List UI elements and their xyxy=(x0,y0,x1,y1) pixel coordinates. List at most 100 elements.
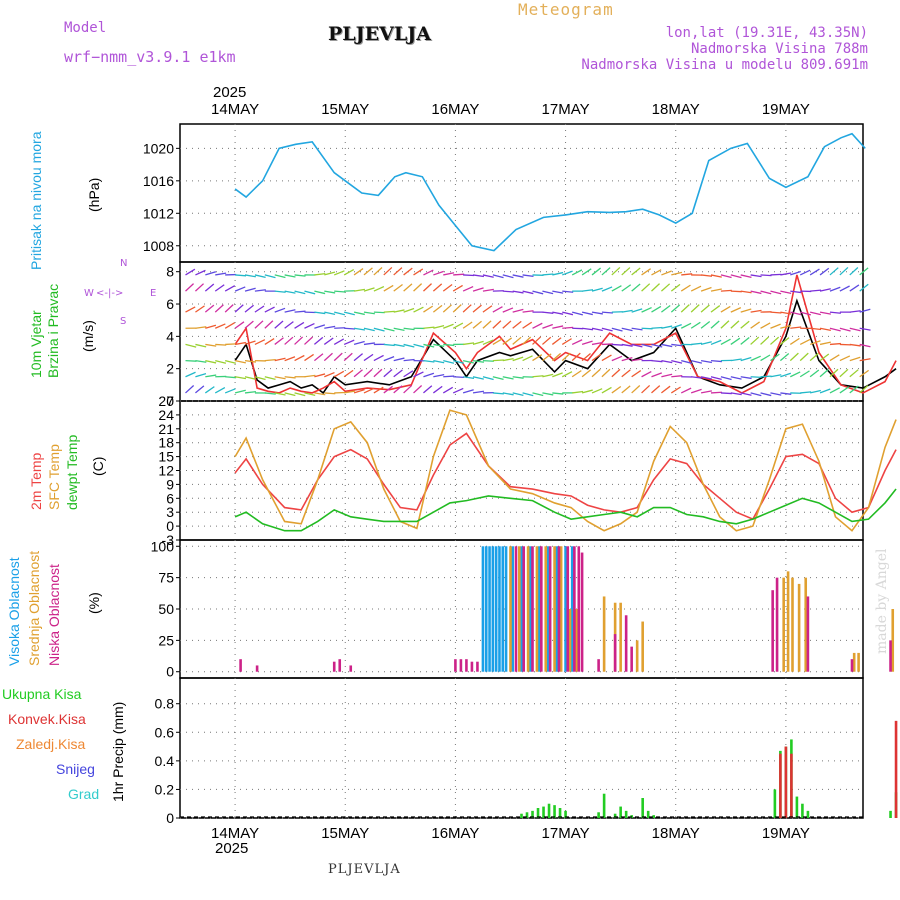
wind-barb xyxy=(403,343,415,348)
wind-barb xyxy=(691,342,703,346)
wind-barb xyxy=(809,352,819,362)
wind-barb xyxy=(661,359,673,364)
wind-barb xyxy=(552,311,564,315)
wind-barb xyxy=(284,336,294,345)
cloud_low-bar xyxy=(476,661,479,672)
wind-barb xyxy=(790,326,802,329)
wind-barb xyxy=(343,339,355,346)
wind-barb xyxy=(244,359,256,363)
wind-barb xyxy=(829,387,840,394)
wind-barb xyxy=(810,327,822,331)
precip_total-bar xyxy=(558,808,562,818)
wind-barb xyxy=(651,385,661,394)
wind-barb xyxy=(314,311,326,315)
wind-barb xyxy=(819,353,830,362)
cloud_high-bar xyxy=(511,546,514,672)
wind-barb xyxy=(413,384,423,394)
wind-barb xyxy=(750,290,762,295)
wind-barb xyxy=(264,358,276,362)
y-tick-label: 18 xyxy=(158,435,174,451)
wind-barb xyxy=(611,266,621,276)
wind-barb xyxy=(403,327,415,331)
top-date-label: 19MAY xyxy=(762,101,810,118)
wind-barb xyxy=(215,343,227,346)
wind-barb xyxy=(502,392,514,396)
wind-barb xyxy=(502,357,514,362)
wind-barb xyxy=(810,289,822,292)
wind-barb xyxy=(849,343,861,347)
wind-barb xyxy=(809,311,821,316)
wind-barb xyxy=(383,356,395,362)
meteogram-subtitle: Meteogram xyxy=(518,0,614,19)
wind-barb xyxy=(591,311,603,315)
wind-barb xyxy=(591,353,602,362)
precip_total-bar xyxy=(801,803,804,818)
cloud_low-bar xyxy=(573,546,576,672)
model-name: wrf−nmm_v3.9.1 e1km xyxy=(64,48,236,66)
wind-barb xyxy=(571,339,583,346)
wind-barb xyxy=(194,283,204,292)
wind-barb xyxy=(611,385,622,394)
wind-barb xyxy=(185,306,196,313)
cloud_high-bar xyxy=(520,546,523,672)
wind-barb xyxy=(492,376,504,381)
cloud_low-bar xyxy=(548,546,552,672)
wind-barb xyxy=(195,385,205,394)
wind-barb xyxy=(611,327,623,332)
wind-barb xyxy=(512,308,524,313)
y-tick-label: 1016 xyxy=(143,173,174,189)
wind-barb xyxy=(433,325,445,329)
model-elevation: Nadmorska Visina u modelu 809.691m xyxy=(581,57,868,73)
wind-barb xyxy=(334,327,346,329)
wind-barb xyxy=(740,308,752,313)
wind-barb xyxy=(849,284,860,292)
wind-barb xyxy=(274,392,286,396)
wind-barb xyxy=(333,370,345,378)
wind-barb xyxy=(661,373,673,378)
wind-barb xyxy=(740,356,752,362)
wind-barb xyxy=(849,267,859,276)
wind-barb xyxy=(254,320,264,329)
wind-barb xyxy=(562,326,574,329)
wind-barb xyxy=(809,369,820,378)
wind-barb xyxy=(423,305,434,313)
wind-barb xyxy=(323,337,334,345)
wind-barb xyxy=(512,356,524,362)
wind-barb xyxy=(591,341,603,346)
wind-barb xyxy=(274,376,286,380)
wind-barb xyxy=(581,389,593,394)
wind-barb xyxy=(512,274,524,278)
wind-barb xyxy=(363,287,375,292)
y-tick-label: 12 xyxy=(158,463,174,479)
wind-barb xyxy=(413,371,424,378)
wind-barb xyxy=(790,290,802,294)
wind-barb xyxy=(324,325,336,329)
wind-barb xyxy=(750,309,762,313)
wind-barb xyxy=(492,359,504,362)
cloud_low-bar xyxy=(771,590,774,672)
cloud_high-bar xyxy=(555,546,559,672)
cloud_high-bar xyxy=(481,546,485,672)
wind-barb xyxy=(383,343,395,347)
wind-barb xyxy=(324,371,335,378)
wind-barb xyxy=(244,304,254,313)
wind-barb xyxy=(244,274,256,278)
wind-barb xyxy=(661,343,673,348)
wind-barb xyxy=(462,389,474,394)
wind-barb xyxy=(621,327,633,332)
wind-barb xyxy=(472,304,482,313)
wind-barb xyxy=(760,392,772,397)
wind-barb xyxy=(691,359,703,364)
wind-barb xyxy=(393,369,403,378)
cloud_low-bar xyxy=(332,661,336,672)
precip_total-bar xyxy=(597,812,600,818)
wind-barb xyxy=(601,386,612,394)
wind-barb xyxy=(244,390,256,394)
cloud_low-bar xyxy=(630,646,633,672)
wind-barb xyxy=(403,358,415,362)
cloud_mid-bar xyxy=(509,546,512,672)
wind-barb xyxy=(601,286,613,292)
wind-barb xyxy=(720,376,732,381)
cloud_mid-bar xyxy=(782,577,785,672)
